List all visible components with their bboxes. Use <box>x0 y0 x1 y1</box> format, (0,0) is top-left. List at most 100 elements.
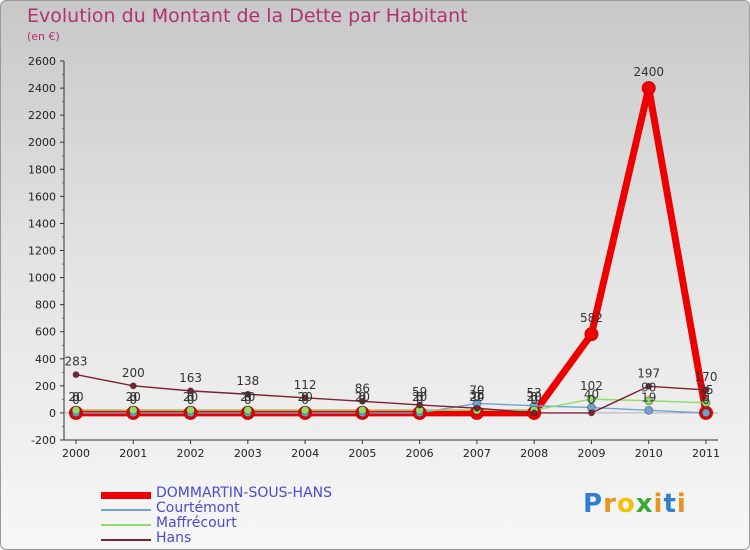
x-tick-label: 2009 <box>577 447 605 460</box>
data-point <box>187 387 195 395</box>
data-label: 2400 <box>633 65 664 79</box>
series-line-2 <box>76 398 707 411</box>
data-label: 0 <box>72 390 80 404</box>
chart-subtitle: (en €) <box>27 30 60 43</box>
data-label: 20 <box>297 390 312 404</box>
data-label: 20 <box>68 390 83 404</box>
logo-letter: r <box>603 489 617 519</box>
data-point <box>244 390 252 398</box>
data-label: 163 <box>179 371 202 385</box>
x-tick-label: 2005 <box>348 447 376 460</box>
data-label: 0 <box>72 393 80 407</box>
y-tick-label: 2200 <box>28 109 56 122</box>
series-line-3 <box>75 373 707 414</box>
data-label: 35 <box>469 388 484 402</box>
data-label: 283 <box>65 355 88 369</box>
data-label: 0 <box>359 393 367 407</box>
data-label: 86 <box>355 381 370 395</box>
y-tick-label: 1600 <box>28 190 56 203</box>
legend-swatch <box>101 539 151 541</box>
y-tick-label: 0 <box>49 407 56 420</box>
x-tick-label: 2011 <box>692 447 720 460</box>
data-label: 0 <box>359 390 367 404</box>
data-point <box>530 409 538 417</box>
data-label: 20 <box>183 390 198 404</box>
x-tick-label: 2006 <box>406 447 434 460</box>
x-tick-label: 2007 <box>463 447 491 460</box>
data-label: 112 <box>294 378 317 392</box>
data-point <box>473 404 481 412</box>
data-label: 20 <box>355 390 370 404</box>
legend-label: Courtémont <box>156 500 240 516</box>
y-tick-label: 400 <box>35 353 56 366</box>
data-label: 0 <box>129 390 137 404</box>
y-tick-label: 1000 <box>28 272 56 285</box>
data-point <box>584 327 599 342</box>
data-label: 102 <box>580 379 603 393</box>
y-tick-label: 2000 <box>28 136 56 149</box>
data-point <box>645 382 653 390</box>
data-point <box>71 405 81 415</box>
data-label: 0 <box>244 390 252 404</box>
x-tick-label: 2003 <box>234 447 262 460</box>
data-point <box>586 394 596 404</box>
data-point <box>358 397 366 405</box>
data-label: 0 <box>301 390 309 404</box>
data-point <box>644 405 654 415</box>
data-label: 197 <box>637 366 660 380</box>
data-label: 0 <box>187 390 195 404</box>
data-label: 0 <box>530 393 538 407</box>
data-label: 70 <box>469 383 484 397</box>
data-label: 0 <box>416 393 424 407</box>
data-label: 0 <box>473 390 481 404</box>
data-label: 20 <box>240 390 255 404</box>
logo-letter: o <box>616 489 636 519</box>
data-point <box>702 386 710 394</box>
data-label: 40 <box>584 388 599 402</box>
data-label: 138 <box>236 374 259 388</box>
data-point <box>587 409 595 417</box>
x-tick-label: 2010 <box>635 447 663 460</box>
data-label: 200 <box>122 366 145 380</box>
data-point <box>416 401 424 409</box>
data-label: 0 <box>702 393 710 407</box>
data-point <box>243 405 253 415</box>
data-label: 0 <box>187 393 195 407</box>
data-label: 20 <box>126 390 141 404</box>
data-label: 20 <box>527 390 542 404</box>
data-point <box>186 405 196 415</box>
y-tick-label: -200 <box>31 434 56 447</box>
data-label: 75 <box>698 383 713 397</box>
data-label: 582 <box>580 311 603 325</box>
x-tick-label: 2004 <box>291 447 319 460</box>
chart-title: Evolution du Montant de la Dette par Hab… <box>27 5 468 27</box>
legend-swatch <box>101 524 151 526</box>
x-tick-label: 2008 <box>520 447 548 460</box>
series-line-0 <box>76 84 710 417</box>
data-point <box>641 81 656 96</box>
legend-label: DOMMARTIN-SOUS-HANS <box>156 485 333 501</box>
y-tick-label: 600 <box>35 326 56 339</box>
data-label: 59 <box>412 385 427 399</box>
data-label: 0 <box>702 390 710 404</box>
y-tick-label: 1200 <box>28 245 56 258</box>
data-label: 0 <box>244 393 252 407</box>
legend-swatch <box>101 509 151 511</box>
y-tick-label: 2400 <box>28 82 56 95</box>
legend-label: Maffrécourt <box>156 515 237 531</box>
x-tick-label: 2002 <box>177 447 205 460</box>
y-tick-label: 1400 <box>28 217 56 230</box>
data-point <box>644 396 654 406</box>
data-point <box>301 394 309 402</box>
legend-label: Hans <box>156 530 192 546</box>
data-point <box>701 408 711 418</box>
data-label: 170 <box>695 370 718 384</box>
y-tick-label: 800 <box>35 299 56 312</box>
x-tick-label: 2000 <box>62 447 90 460</box>
logo-letter: i <box>653 489 664 519</box>
x-tick-label: 2001 <box>119 447 147 460</box>
data-point <box>300 405 310 415</box>
data-label: 0 <box>588 393 596 407</box>
data-label: 19 <box>641 390 656 404</box>
